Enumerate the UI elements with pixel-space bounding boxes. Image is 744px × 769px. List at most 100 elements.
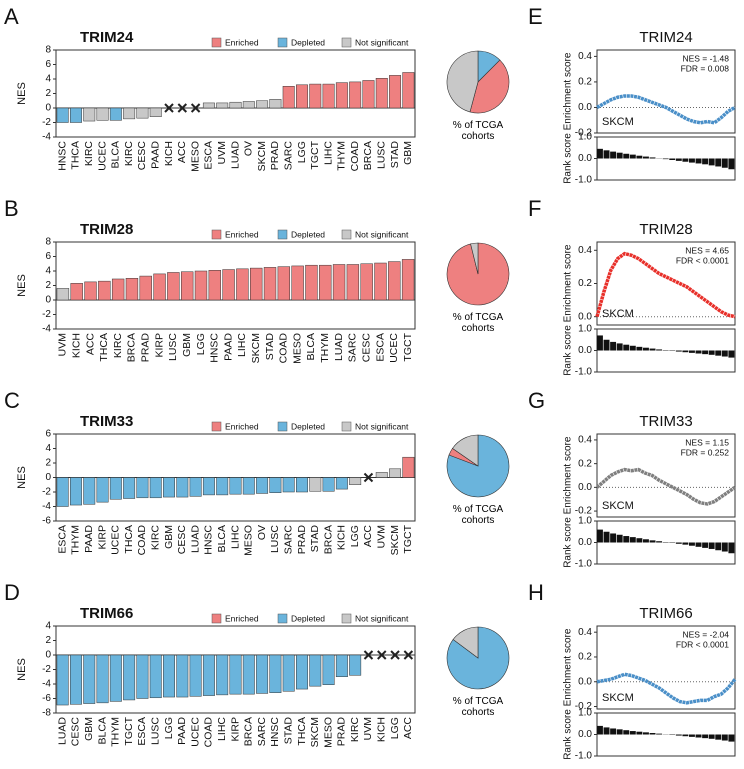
x-tick-label: LGG bbox=[389, 717, 401, 739]
bar bbox=[229, 477, 242, 495]
x-tick-label: STAD bbox=[282, 717, 294, 745]
x-tick-label: THCA bbox=[123, 525, 135, 554]
bar bbox=[269, 654, 282, 693]
chart-title: TRIM24 bbox=[639, 29, 692, 46]
legend-label: Not significant bbox=[355, 613, 409, 623]
x-tick-label: BLCA bbox=[96, 717, 108, 744]
missing-mark bbox=[190, 103, 201, 113]
x-tick-label: LGG bbox=[163, 717, 175, 739]
x-tick-label: UCEC bbox=[388, 333, 400, 363]
y-tick-label: -4 bbox=[42, 324, 51, 335]
rank-bar bbox=[643, 156, 649, 159]
y-tick-label: 0.0 bbox=[578, 153, 592, 164]
x-tick-label: PRAD bbox=[269, 141, 281, 171]
y-tick-label: 8 bbox=[45, 237, 51, 248]
legend-label: Not significant bbox=[355, 37, 409, 47]
rank-bar bbox=[610, 151, 617, 159]
rank-bar bbox=[708, 734, 715, 739]
x-tick-label: UVM bbox=[376, 525, 388, 548]
rank-bar bbox=[616, 152, 623, 159]
rank-bar bbox=[728, 350, 735, 358]
x-tick-label: ACC bbox=[84, 333, 96, 356]
x-tick-label: KIRC bbox=[83, 141, 95, 167]
y-tick-label: -2 bbox=[42, 487, 51, 498]
rank-bar bbox=[715, 542, 722, 551]
x-tick-label: SARC bbox=[256, 717, 268, 747]
pie-label: % of TCGA cohorts bbox=[452, 120, 504, 142]
rank-bar bbox=[597, 335, 603, 351]
x-tick-label: BLCA bbox=[305, 333, 317, 360]
x-tick-label: UVM bbox=[216, 141, 228, 164]
y-tick-label: 4 bbox=[45, 74, 51, 85]
y-tick-label: 6 bbox=[45, 429, 51, 440]
bar bbox=[402, 456, 415, 478]
rank-bar bbox=[715, 734, 722, 740]
x-tick-label: LUSC bbox=[167, 333, 179, 361]
cohort-label: SKCM bbox=[602, 692, 634, 704]
rank-bar bbox=[675, 734, 682, 736]
y-tick-label: -4 bbox=[42, 501, 51, 512]
x-tick-label: GBM bbox=[402, 141, 414, 165]
rank-bar bbox=[728, 542, 735, 554]
legend-label: Enriched bbox=[225, 613, 259, 623]
y-tick-label: -0.2 bbox=[575, 506, 593, 517]
legend-swatch bbox=[211, 421, 222, 432]
x-tick-label: ESCA bbox=[136, 717, 148, 746]
rank-bar bbox=[675, 158, 682, 161]
rank-bar bbox=[649, 348, 656, 351]
x-tick-label: PRAD bbox=[140, 333, 152, 363]
bar bbox=[335, 477, 348, 490]
bar bbox=[229, 654, 242, 695]
bar bbox=[149, 654, 162, 699]
y-axis-label: NES bbox=[16, 466, 28, 489]
x-tick-label: STAD bbox=[264, 333, 276, 361]
x-tick-label: ESCA bbox=[56, 525, 68, 554]
y-tick-label: 0.0 bbox=[578, 345, 592, 356]
rank-bar bbox=[623, 536, 630, 543]
x-tick-label: UCEC bbox=[110, 525, 122, 555]
enrichment-line bbox=[596, 672, 737, 705]
missing-mark bbox=[377, 650, 387, 660]
plot-frame bbox=[596, 625, 736, 710]
x-tick-label: CESC bbox=[136, 141, 148, 171]
rank-bar bbox=[675, 350, 682, 352]
rank-bar bbox=[669, 158, 676, 161]
y-axis-label: NES bbox=[16, 658, 28, 681]
x-tick-label: LUSC bbox=[150, 717, 162, 745]
bar bbox=[291, 265, 304, 301]
legend-swatch bbox=[341, 421, 352, 432]
rank-bar bbox=[715, 350, 722, 356]
rank-bar bbox=[656, 541, 663, 543]
rank-bar bbox=[623, 344, 630, 351]
bar bbox=[96, 654, 109, 704]
x-tick-label: PAAD bbox=[150, 141, 162, 169]
bar bbox=[216, 654, 229, 696]
rank-bar bbox=[629, 345, 636, 351]
rank-bar bbox=[603, 531, 610, 543]
bar bbox=[242, 654, 255, 695]
y-tick-label: 0.2 bbox=[578, 652, 592, 663]
x-tick-label: GBM bbox=[163, 525, 175, 549]
bar bbox=[83, 654, 96, 704]
rank-bar bbox=[597, 725, 603, 735]
bar bbox=[96, 107, 109, 121]
rank-bar bbox=[656, 349, 663, 351]
legend-swatch bbox=[277, 421, 288, 432]
bar bbox=[136, 107, 149, 119]
x-tick-label: LUAD bbox=[189, 525, 201, 553]
bar bbox=[69, 107, 82, 123]
bar bbox=[222, 269, 235, 301]
x-tick-label: MESO bbox=[243, 525, 255, 556]
x-tick-label: PAAD bbox=[176, 717, 188, 745]
bar bbox=[250, 267, 263, 301]
pie-slice bbox=[452, 626, 479, 659]
bar bbox=[69, 654, 82, 705]
bar bbox=[149, 477, 162, 499]
rank-bar bbox=[721, 158, 728, 168]
y-axis-label: Enrichment score bbox=[563, 52, 574, 130]
bar bbox=[375, 78, 388, 109]
rank-bar bbox=[728, 158, 735, 170]
y-tick-label: -1.0 bbox=[575, 559, 593, 570]
x-tick-label: LIHC bbox=[236, 333, 248, 357]
y-tick-label: 0 bbox=[45, 103, 51, 114]
